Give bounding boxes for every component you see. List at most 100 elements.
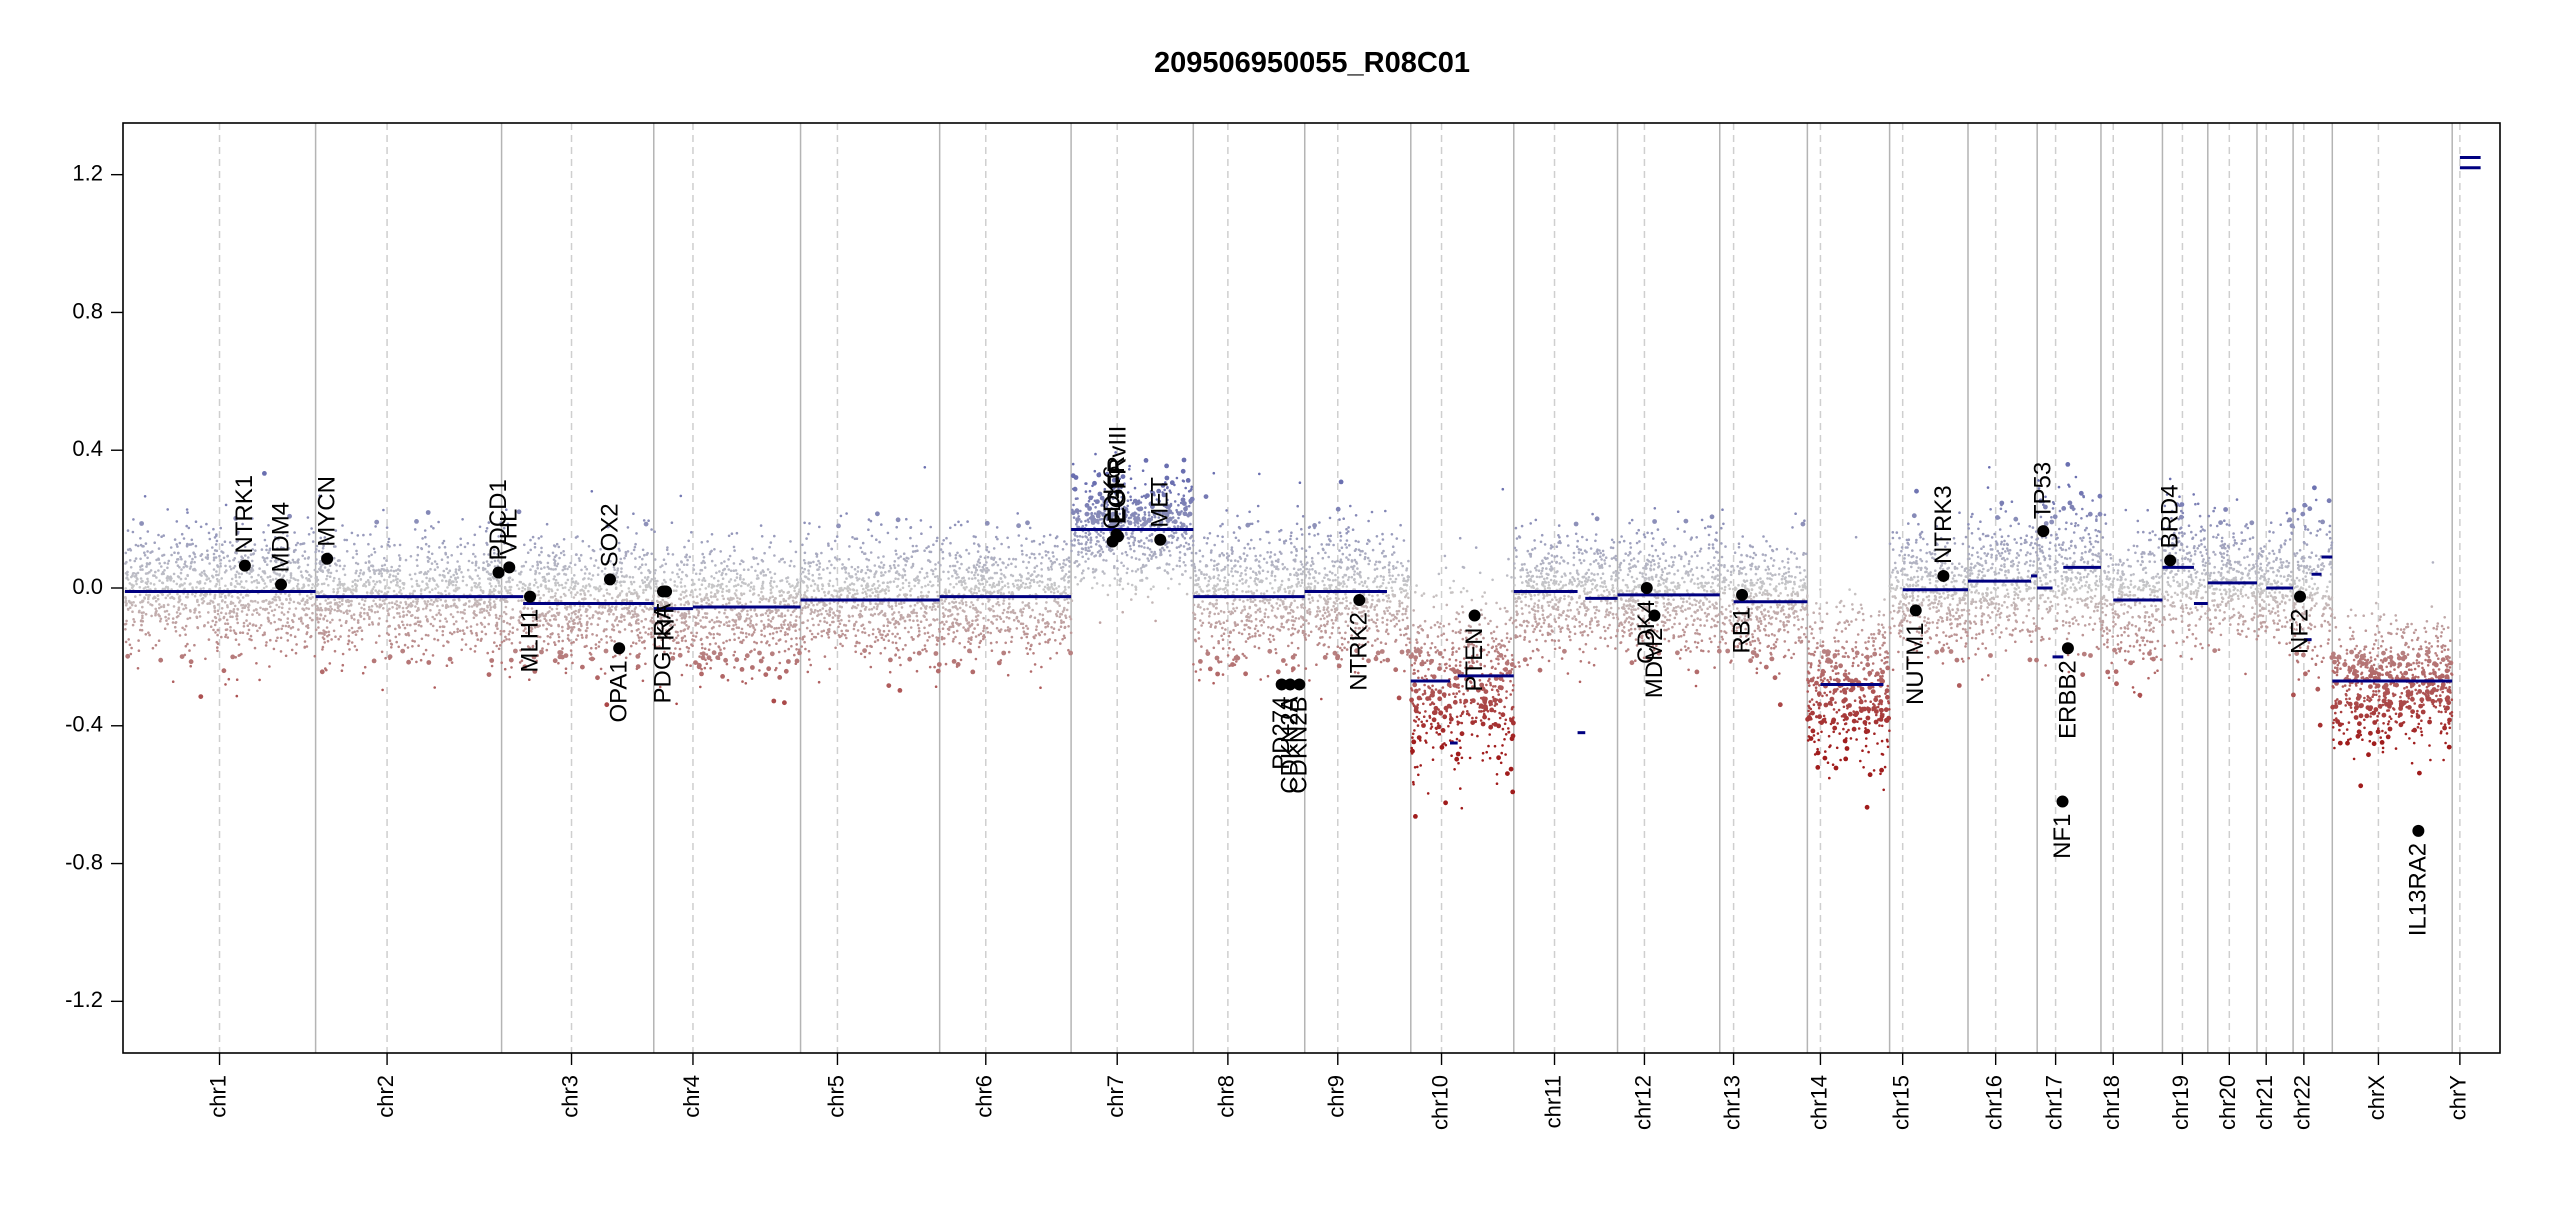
probe-point	[333, 630, 336, 633]
probe-point	[462, 629, 465, 632]
probe-point	[294, 549, 297, 552]
probe-point	[600, 638, 603, 641]
probe-point	[879, 629, 882, 632]
probe-point	[883, 630, 886, 633]
probe-point	[937, 580, 940, 583]
probe-point	[155, 559, 158, 562]
probe-point	[978, 590, 981, 593]
probe-point	[1063, 540, 1066, 543]
probe-point	[294, 635, 297, 638]
probe-point	[669, 578, 672, 581]
probe-point	[1029, 527, 1032, 530]
probe-point	[807, 569, 810, 572]
probe-point	[961, 584, 964, 587]
probe-point	[859, 613, 862, 616]
probe-point	[597, 612, 600, 615]
probe-point	[442, 645, 445, 648]
probe-point	[444, 617, 447, 620]
probe-point	[481, 630, 484, 633]
probe-point	[501, 598, 504, 601]
probe-point	[750, 601, 753, 604]
probe-point	[139, 521, 144, 526]
probe-point	[642, 680, 645, 683]
probe-point	[471, 562, 474, 565]
probe-point	[967, 649, 972, 654]
probe-point	[433, 638, 436, 641]
probe-point	[456, 560, 459, 563]
probe-point	[786, 633, 789, 636]
probe-point	[473, 617, 476, 620]
probe-point	[719, 550, 722, 553]
probe-point	[948, 590, 951, 593]
probe-point	[780, 589, 783, 592]
probe-point	[851, 566, 854, 569]
probe-point	[921, 649, 924, 652]
probe-point	[886, 581, 889, 584]
probe-point	[429, 591, 432, 594]
probe-point	[424, 529, 427, 532]
probe-point	[616, 624, 619, 627]
probe-point	[132, 572, 135, 575]
probe-point	[189, 583, 192, 586]
probe-point	[688, 610, 691, 613]
probe-point	[316, 584, 319, 587]
probe-point	[588, 572, 591, 575]
probe-point	[703, 577, 706, 580]
probe-point	[209, 538, 212, 541]
probe-point	[799, 637, 802, 640]
probe-point	[238, 643, 241, 646]
probe-point	[907, 614, 910, 617]
probe-point	[681, 614, 684, 617]
probe-point	[698, 655, 701, 658]
probe-point	[413, 590, 416, 593]
probe-point	[951, 575, 954, 578]
probe-point	[441, 604, 444, 607]
probe-point	[913, 585, 916, 588]
probe-point	[643, 519, 646, 522]
probe-point	[139, 586, 142, 589]
probe-point	[918, 579, 921, 582]
probe-point	[316, 591, 319, 594]
probe-point	[1000, 659, 1003, 662]
probe-point	[797, 651, 802, 656]
probe-point	[586, 615, 589, 618]
probe-point	[434, 568, 437, 571]
probe-point	[378, 606, 381, 609]
probe-point	[176, 520, 179, 523]
probe-point	[840, 619, 843, 622]
probe-point	[330, 572, 333, 575]
probe-point	[894, 566, 897, 569]
probe-point	[921, 586, 924, 589]
probe-point	[163, 554, 166, 557]
probe-point	[219, 562, 222, 565]
probe-point	[941, 621, 944, 624]
probe-point	[671, 571, 674, 574]
probe-point	[848, 592, 851, 595]
probe-point	[917, 624, 920, 627]
probe-point	[268, 601, 271, 604]
probe-point	[189, 610, 192, 613]
probe-point	[425, 577, 428, 580]
probe-point	[845, 567, 848, 570]
probe-point	[920, 595, 923, 598]
probe-point	[843, 587, 846, 590]
probe-point	[891, 608, 894, 611]
probe-point	[356, 630, 359, 633]
probe-point	[240, 573, 243, 576]
probe-point	[929, 666, 932, 669]
probe-point	[748, 617, 751, 620]
probe-point	[131, 586, 134, 589]
probe-point	[894, 577, 897, 580]
probe-point	[228, 678, 231, 681]
probe-point	[354, 645, 357, 648]
probe-point	[971, 620, 974, 623]
probe-point	[798, 591, 801, 594]
probe-point	[614, 607, 617, 610]
probe-point	[554, 560, 557, 563]
probe-point	[610, 639, 613, 642]
probe-point	[327, 571, 330, 574]
probe-point	[372, 600, 375, 603]
probe-point	[785, 640, 788, 643]
probe-point	[186, 596, 189, 599]
probe-point	[982, 588, 985, 591]
